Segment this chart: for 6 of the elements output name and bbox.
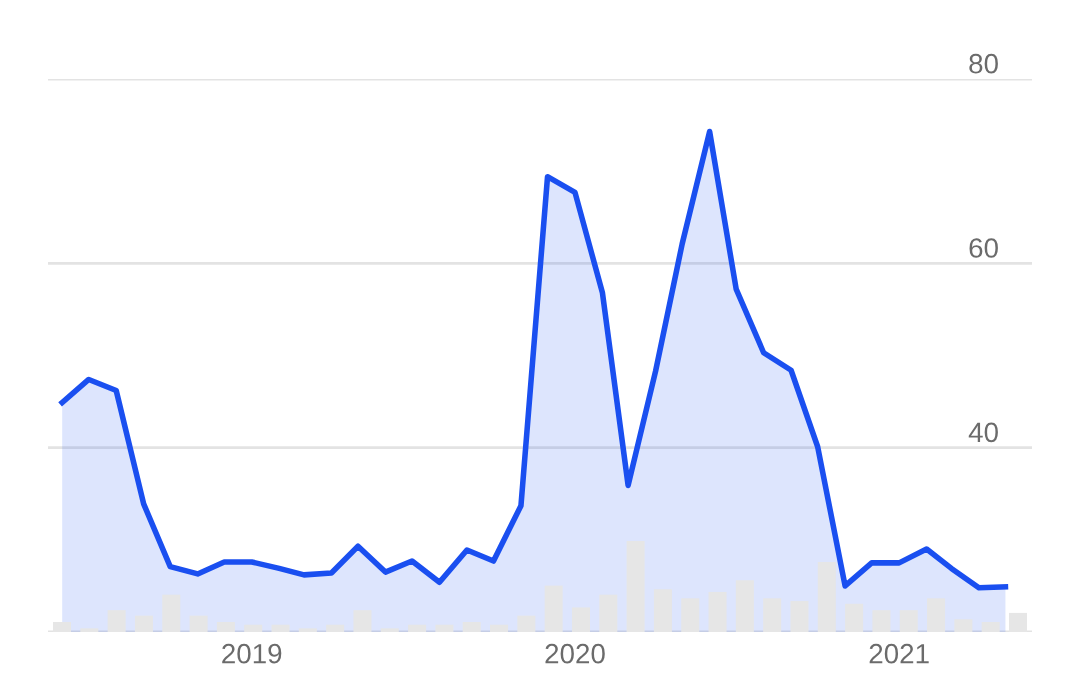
y-tick-label: 60 [969,238,998,258]
x-tick-label: 2019 [222,643,282,664]
y-tick-label: 40 [968,422,998,443]
y-tick-label: 80 [969,53,998,74]
x-tick-label: 2020 [545,643,605,664]
x-tick-label: 2021 [869,643,929,664]
